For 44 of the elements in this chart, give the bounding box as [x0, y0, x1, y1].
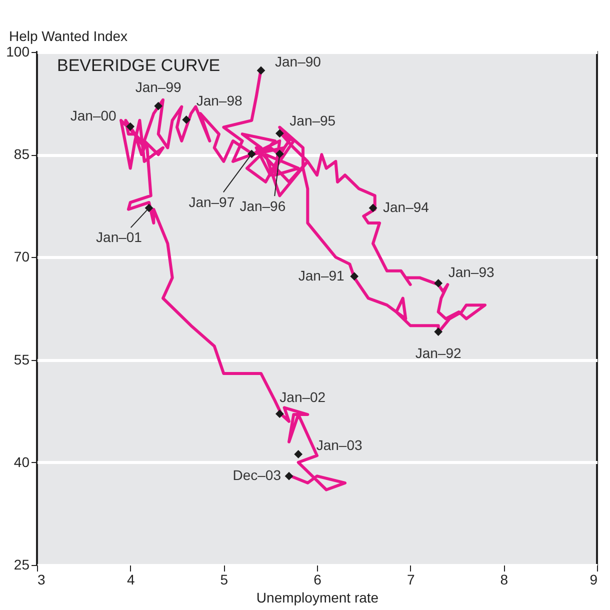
y-tick-label: 55: [14, 351, 30, 368]
annotation: Jan–03: [316, 437, 362, 454]
annotation: Jan–93: [448, 264, 494, 280]
annotation: Jan–90: [275, 53, 322, 70]
point: [368, 204, 378, 212]
point: [275, 410, 284, 418]
annotation: Jan–98: [196, 92, 242, 109]
annotation: Jan–94: [383, 198, 430, 215]
y-tick-label: 85: [14, 146, 30, 162]
annotation: Jan–91: [298, 267, 345, 284]
y-tick-label: 100: [6, 44, 30, 60]
x-tick-label: 3: [38, 572, 46, 588]
annotation: Jan–92: [415, 344, 462, 361]
x-tick-label: 4: [126, 572, 135, 588]
y-tick-label: 25: [14, 556, 30, 572]
annotation: Jan–95: [290, 112, 336, 128]
x-tick-label: 8: [500, 572, 508, 588]
point: [294, 450, 303, 458]
x-tick-label: 6: [314, 572, 322, 588]
point: [275, 129, 284, 138]
chart-title: BEVERIDGE CURVE: [57, 56, 220, 75]
point: [144, 204, 154, 212]
point: [284, 472, 294, 480]
annotation: Jan–97: [188, 194, 235, 210]
y-tick-label: 40: [14, 454, 30, 470]
x-tick-label: 5: [220, 572, 228, 588]
point: [154, 102, 163, 110]
point: [434, 279, 443, 288]
x-tick-label: 9: [590, 572, 598, 588]
point: [256, 66, 266, 75]
point: [126, 122, 135, 131]
annotation: Jan–99: [135, 79, 182, 96]
annotation: Jan–01: [96, 228, 142, 245]
annotation: Jan–96: [240, 198, 286, 214]
point: [350, 272, 359, 281]
annotation: Jan–00: [70, 108, 117, 124]
annotation: Jan–02: [280, 388, 326, 405]
point: [182, 116, 191, 124]
x-tick-label: 7: [406, 572, 415, 588]
y-tick-label: 70: [14, 248, 30, 265]
annotation: Dec–03: [232, 467, 282, 484]
x-axis-title: Unemployment rate: [256, 590, 379, 606]
point: [434, 328, 443, 336]
y-axis-title: Help Wanted Index: [9, 28, 128, 44]
